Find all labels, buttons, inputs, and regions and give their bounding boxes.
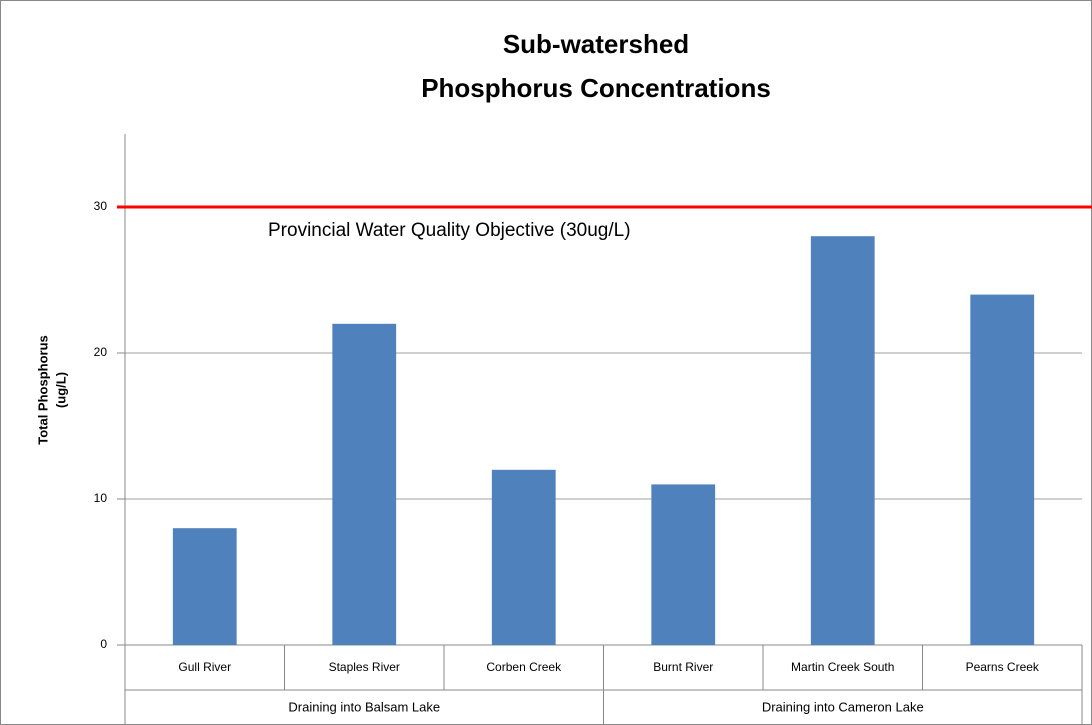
y-axis-title: Total Phosphorus <box>35 335 50 445</box>
reference-label: Provincial Water Quality Objective (30ug… <box>268 220 631 241</box>
y-tick-label: 10 <box>94 491 108 505</box>
x-tick-label: Corben Creek <box>486 660 562 674</box>
x-tick-label: Burnt River <box>653 660 713 674</box>
bar <box>491 469 556 645</box>
y-tick-label: 0 <box>100 637 107 651</box>
bar <box>810 236 875 645</box>
x-tick-label: Martin Creek South <box>791 660 894 674</box>
x-tick-label: Pearns Creek <box>966 660 1040 674</box>
x-tick-label: Staples River <box>329 660 400 674</box>
bar <box>970 294 1035 645</box>
y-tick-label: 20 <box>94 345 108 359</box>
group-label: Draining into Cameron Lake <box>762 699 924 714</box>
bar <box>172 528 237 645</box>
bar <box>651 484 716 645</box>
chart-title: Sub-watershed <box>503 29 689 59</box>
x-tick-label: Gull River <box>178 660 231 674</box>
group-label: Draining into Balsam Lake <box>288 699 440 714</box>
y-tick-label: 30 <box>94 199 108 213</box>
chart-title: Phosphorus Concentrations <box>421 73 771 103</box>
bar <box>332 323 397 645</box>
y-axis-title: (ug/L) <box>53 372 68 408</box>
